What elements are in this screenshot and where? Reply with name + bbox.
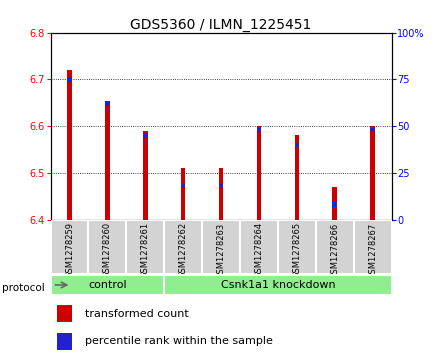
Bar bbox=[370, 127, 375, 132]
Text: GSM1278262: GSM1278262 bbox=[179, 222, 188, 278]
Title: GDS5360 / ILMN_1225451: GDS5360 / ILMN_1225451 bbox=[130, 18, 312, 32]
Bar bbox=[333, 187, 337, 220]
Bar bbox=[257, 127, 261, 132]
Text: Csnk1a1 knockdown: Csnk1a1 knockdown bbox=[220, 280, 335, 290]
Bar bbox=[181, 168, 186, 220]
Bar bbox=[370, 126, 375, 220]
Bar bbox=[126, 220, 164, 274]
Bar bbox=[202, 220, 240, 274]
Bar bbox=[164, 220, 202, 274]
Text: transformed count: transformed count bbox=[85, 309, 188, 319]
Bar bbox=[219, 184, 224, 188]
Bar bbox=[51, 220, 88, 274]
Bar bbox=[143, 133, 147, 138]
Bar bbox=[57, 305, 72, 322]
Bar bbox=[88, 220, 126, 274]
Bar bbox=[240, 220, 278, 274]
Bar bbox=[295, 135, 299, 220]
Bar bbox=[181, 184, 186, 188]
Bar bbox=[164, 275, 392, 295]
Bar bbox=[316, 220, 354, 274]
Bar bbox=[333, 202, 337, 207]
Text: GSM1278260: GSM1278260 bbox=[103, 222, 112, 278]
Text: protocol: protocol bbox=[2, 283, 45, 293]
Bar bbox=[105, 103, 110, 220]
Text: percentile rank within the sample: percentile rank within the sample bbox=[85, 337, 272, 346]
Bar bbox=[67, 70, 72, 220]
Bar bbox=[354, 220, 392, 274]
Bar bbox=[257, 126, 261, 220]
Text: GSM1278259: GSM1278259 bbox=[65, 222, 74, 278]
Bar bbox=[67, 77, 72, 82]
Text: control: control bbox=[88, 280, 127, 290]
Bar bbox=[219, 168, 224, 220]
Text: GSM1278266: GSM1278266 bbox=[330, 222, 339, 278]
Text: GSM1278261: GSM1278261 bbox=[141, 222, 150, 278]
Bar bbox=[143, 131, 147, 220]
Text: GSM1278267: GSM1278267 bbox=[368, 222, 377, 278]
Bar bbox=[278, 220, 316, 274]
Text: GSM1278265: GSM1278265 bbox=[292, 222, 301, 278]
Bar bbox=[105, 101, 110, 106]
Text: GSM1278263: GSM1278263 bbox=[216, 222, 226, 278]
Text: GSM1278264: GSM1278264 bbox=[254, 222, 264, 278]
Bar bbox=[57, 333, 72, 350]
Bar bbox=[51, 275, 164, 295]
Bar bbox=[295, 143, 299, 147]
